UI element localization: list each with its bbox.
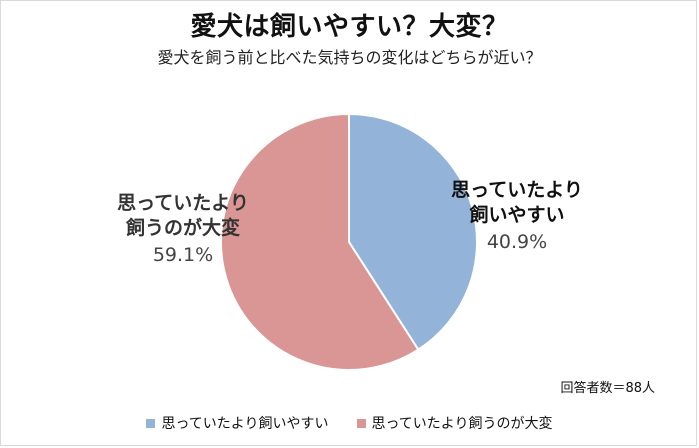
legend-label-hard: 思っていたより飼うのが大変: [371, 416, 553, 432]
slice-label-hard-line-2: 飼うのが大変: [125, 216, 240, 239]
legend-label-easy: 思っていたより飼いやすい: [161, 416, 329, 432]
slice-percent-hard: 59.1%: [153, 244, 213, 266]
respondent-count: 回答者数＝88人: [560, 381, 655, 396]
slice-label-easy-line-1: 思っていたより: [451, 179, 583, 201]
slice-label-easy-line-2: 飼いやすい: [468, 203, 564, 226]
legend-swatch-easy: [146, 418, 156, 428]
legend-item-hard: 思っていたより飼うのが大変: [356, 413, 553, 433]
chart-subtitle: 愛犬を飼う前と比べた気持ちの変化はどちらが近い？: [157, 48, 542, 67]
legend: 思っていたより飼いやすい 思っていたより飼うのが大変: [0, 413, 699, 433]
legend-swatch-hard: [356, 418, 366, 428]
slice-label-hard-line-1: 思っていたより: [117, 192, 249, 214]
legend-item-easy: 思っていたより飼いやすい: [146, 413, 329, 433]
chart-title: 愛犬は飼いやすい？大変？: [190, 12, 509, 42]
pie-slice-hard: [220, 112, 420, 371]
slice-percent-easy: 40.9%: [487, 231, 547, 253]
